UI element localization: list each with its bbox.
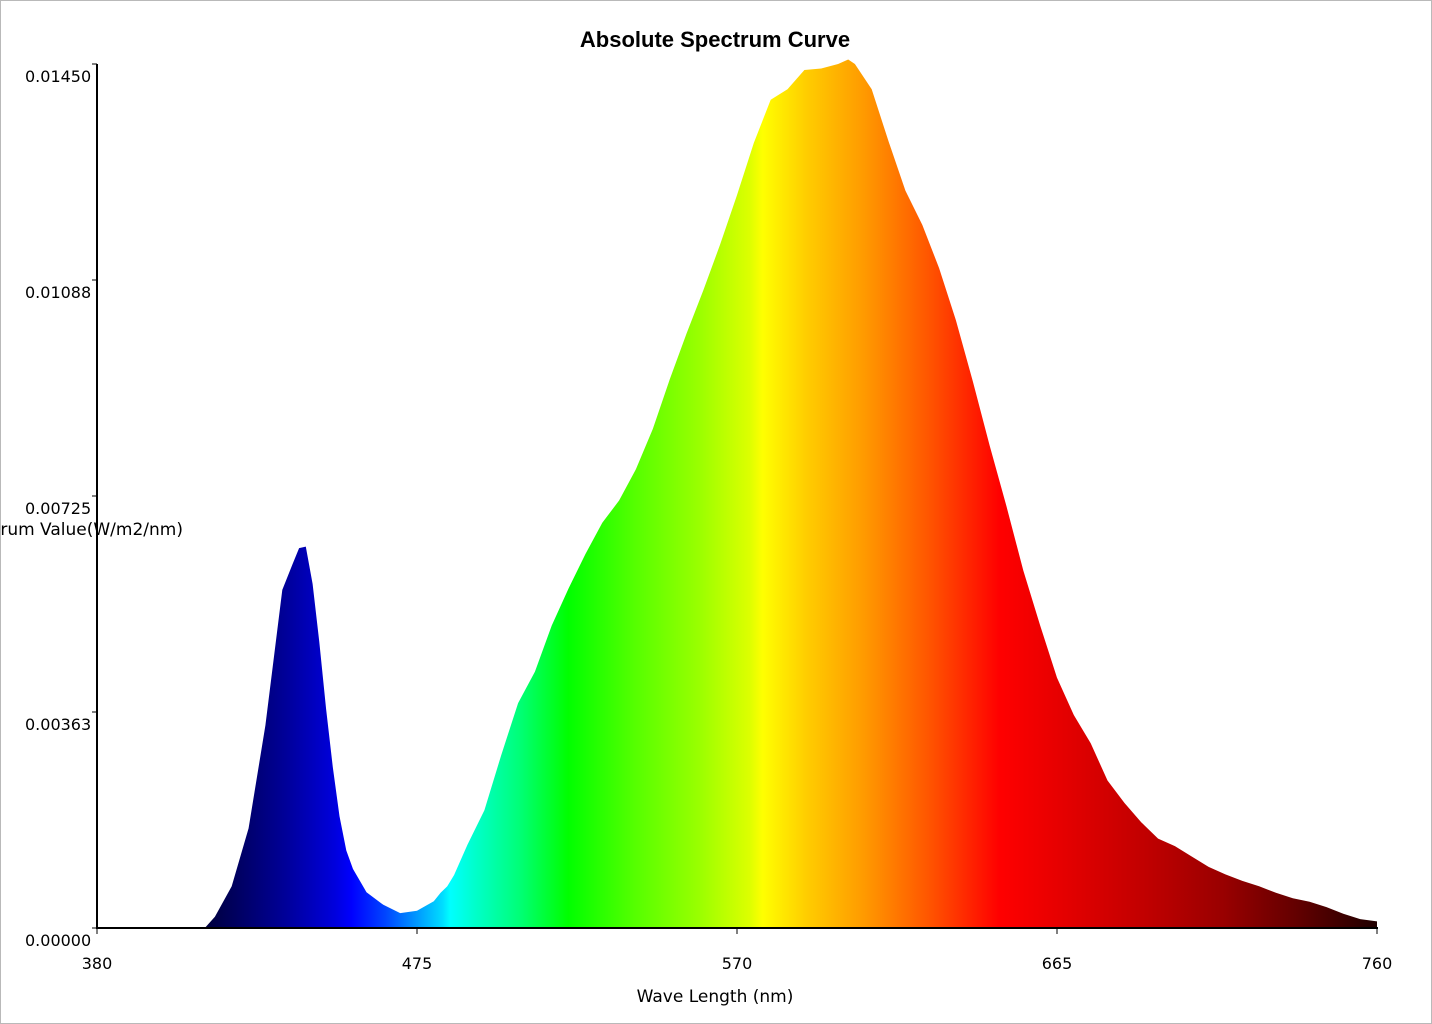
y-axis-label: Spectrum Value(W/m2/nm) — [0, 520, 183, 540]
x-tick-label: 475 — [402, 954, 433, 973]
spectrum-area — [204, 59, 1377, 928]
x-axis-ticks: 380 475 570 665 760 — [82, 928, 1393, 973]
y-tick-label: 0.00000 — [25, 931, 91, 950]
x-tick-label: 570 — [722, 954, 753, 973]
y-tick-label: 0.01450 — [25, 67, 91, 86]
y-axis-ticks: 0.00000 0.00363 0.00725 0.01088 0.01450 — [25, 63, 97, 950]
x-tick-label: 380 — [82, 954, 113, 973]
x-axis-label: Wave Length (nm) — [637, 987, 794, 1007]
y-tick-label: 0.00725 — [25, 499, 91, 518]
y-tick-label: 0.00363 — [25, 715, 91, 734]
y-tick-label: 0.01088 — [25, 283, 91, 302]
x-tick-label: 665 — [1042, 954, 1073, 973]
x-tick-label: 760 — [1362, 954, 1393, 973]
chart-title: Absolute Spectrum Curve — [580, 27, 850, 52]
